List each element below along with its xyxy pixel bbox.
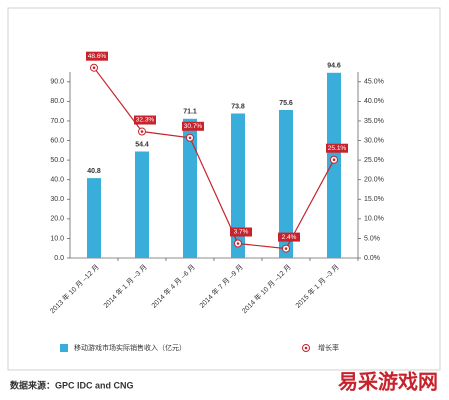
y2-tick-label: 25.0% bbox=[364, 157, 384, 164]
bar-label: 71.1 bbox=[183, 109, 197, 116]
y-tick-label: 80.0 bbox=[50, 98, 64, 105]
growth-marker-dot bbox=[92, 66, 96, 69]
growth-label: 25.1% bbox=[328, 145, 347, 152]
growth-label: 3.7% bbox=[234, 229, 249, 236]
y2-tick-label: 20.0% bbox=[364, 177, 384, 184]
y2-tick-label: 15.0% bbox=[364, 196, 384, 203]
bar bbox=[87, 178, 101, 258]
legend-marker-dot bbox=[304, 346, 308, 350]
y2-tick-label: 5.0% bbox=[364, 235, 380, 242]
growth-marker-dot bbox=[236, 242, 240, 245]
watermark: 易采游戏网 bbox=[338, 370, 438, 394]
growth-marker-dot bbox=[284, 247, 288, 250]
growth-label-bg bbox=[134, 115, 156, 125]
y-tick-label: 40.0 bbox=[50, 177, 64, 184]
y-tick-label: 0.0 bbox=[54, 255, 64, 262]
x-tick-label: 2014 年 4 月 –6 月 bbox=[149, 262, 196, 309]
y-tick-label: 10.0 bbox=[50, 235, 64, 242]
bar-label: 40.8 bbox=[87, 168, 101, 175]
legend-label: 增长率 bbox=[318, 343, 339, 352]
legend-label: 移动游戏市场实际销售收入（亿元） bbox=[74, 343, 186, 352]
y-tick-label: 90.0 bbox=[50, 79, 64, 86]
bar bbox=[135, 151, 149, 258]
y-tick-label: 60.0 bbox=[50, 137, 64, 144]
legend-swatch bbox=[60, 344, 68, 352]
y2-tick-label: 35.0% bbox=[364, 118, 384, 125]
y2-tick-label: 30.0% bbox=[364, 137, 384, 144]
growth-label: 48.6% bbox=[88, 53, 107, 60]
growth-label-bg bbox=[86, 51, 108, 61]
growth-marker-dot bbox=[140, 130, 144, 133]
x-tick-label: 2013 年 10 月 –12 月 bbox=[48, 262, 101, 315]
growth-line bbox=[93, 67, 335, 250]
growth-label-bg bbox=[182, 121, 204, 131]
y-tick-label: 30.0 bbox=[50, 196, 64, 203]
bar-label: 73.8 bbox=[231, 103, 245, 110]
y2-tick-label: 40.0% bbox=[364, 98, 384, 105]
bar-label: 54.4 bbox=[135, 141, 149, 148]
growth-marker-dot bbox=[332, 158, 336, 162]
growth-marker-dot bbox=[188, 136, 192, 140]
bar-label: 75.6 bbox=[279, 100, 293, 107]
y2-tick-label: 0.0% bbox=[364, 255, 380, 262]
bar bbox=[231, 113, 245, 258]
bar bbox=[327, 72, 341, 258]
growth-label-bg bbox=[278, 232, 300, 242]
y-tick-label: 50.0 bbox=[50, 157, 64, 164]
bar bbox=[183, 118, 197, 258]
y2-tick-label: 10.0% bbox=[364, 216, 384, 223]
bar-label: 94.6 bbox=[327, 63, 341, 70]
frame bbox=[7, 7, 441, 371]
x-tick-label: 2014 年 1 月 –3 月 bbox=[101, 262, 148, 309]
x-tick-label: 2015 年 1 月 –3 月 bbox=[293, 262, 340, 309]
growth-label: 32.3% bbox=[136, 117, 155, 124]
source: 数据来源：GPC IDC and CNG bbox=[10, 379, 134, 390]
x-tick-label: 2014 年 7 月 –9 月 bbox=[197, 262, 244, 309]
x-tick-label: 2014 年 10 月 –12 月 bbox=[240, 262, 293, 315]
growth-label-bg bbox=[326, 143, 348, 153]
growth-label: 2.4% bbox=[282, 234, 297, 241]
y2-tick-label: 45.0% bbox=[364, 79, 384, 86]
y-tick-label: 20.0 bbox=[50, 216, 64, 223]
bar bbox=[279, 109, 293, 258]
y-tick-label: 70.0 bbox=[50, 118, 64, 125]
growth-label-bg bbox=[230, 227, 252, 237]
growth-label: 30.7% bbox=[184, 123, 203, 130]
